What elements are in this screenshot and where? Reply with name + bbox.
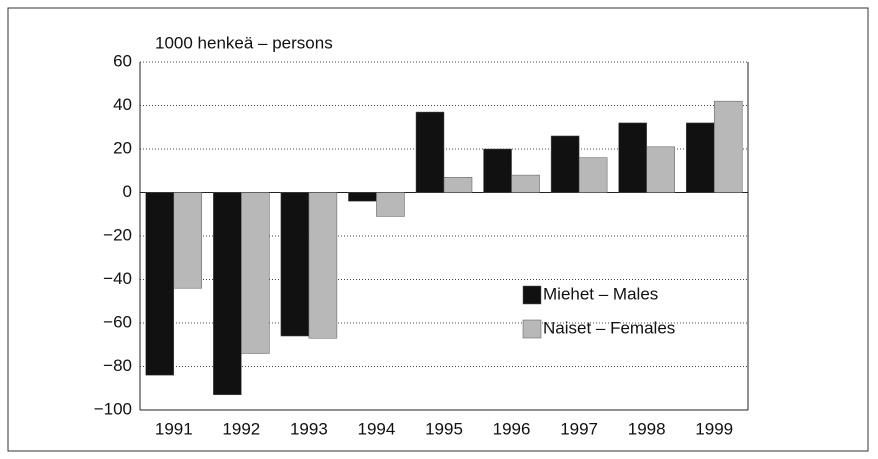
bar — [483, 148, 512, 193]
y-tick-label: −80 — [103, 356, 132, 375]
bar — [376, 192, 405, 217]
y-tick-label: 20 — [113, 138, 132, 157]
bar — [145, 192, 175, 376]
x-tick-label: 1995 — [425, 419, 463, 438]
y-tick-label: 40 — [113, 95, 132, 114]
bar — [618, 122, 647, 193]
bar — [646, 146, 675, 193]
y-tick-label: −40 — [103, 269, 132, 288]
x-tick-label: 1992 — [222, 419, 260, 438]
x-tick-label: 1997 — [560, 419, 598, 438]
y-tick-label: 60 — [113, 51, 132, 70]
bar — [173, 192, 203, 289]
x-tick-label: 1999 — [695, 419, 733, 438]
bar — [550, 135, 580, 193]
y-tick-label: −100 — [94, 399, 132, 418]
y-tick-label: 0 — [123, 182, 132, 201]
x-tick-label: 1998 — [628, 419, 666, 438]
x-tick-label: 1996 — [493, 419, 531, 438]
bar — [685, 122, 715, 193]
bar — [578, 157, 608, 193]
bar — [415, 111, 445, 193]
bar — [308, 192, 338, 339]
legend-swatch — [522, 319, 542, 339]
x-tick-label: 1994 — [358, 419, 396, 438]
legend-label: Miehet – Males — [543, 284, 658, 303]
legend-swatch — [522, 285, 542, 305]
bar — [511, 174, 540, 193]
bar — [348, 192, 377, 202]
bar — [713, 100, 743, 193]
bar — [241, 192, 270, 354]
frame — [7, 7, 869, 452]
x-tick-label: 1993 — [290, 419, 328, 438]
bar — [443, 177, 473, 193]
x-tick-label: 1991 — [155, 419, 193, 438]
legend-label: Naiset – Females — [543, 318, 675, 337]
bar — [280, 192, 310, 337]
y-tick-label: −20 — [103, 225, 132, 244]
bar — [213, 192, 242, 396]
axis-label: 1000 henkeä – persons — [155, 33, 333, 52]
y-tick-label: −60 — [103, 312, 132, 331]
